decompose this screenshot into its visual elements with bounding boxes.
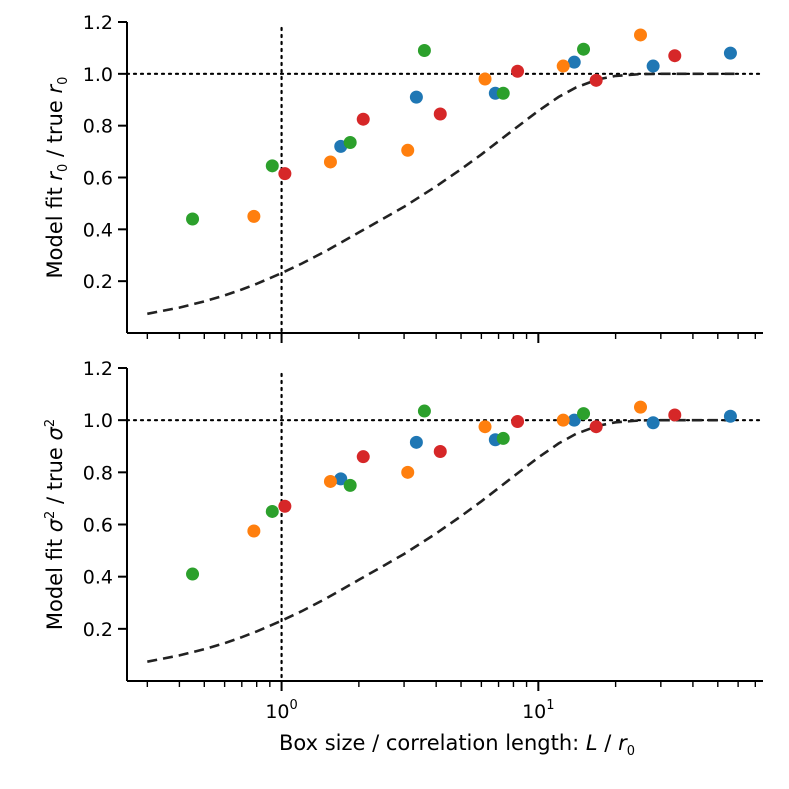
point-blue — [646, 59, 660, 73]
point-orange — [556, 413, 570, 427]
x-axis-label: Box size / correlation length: L / r0 — [279, 731, 635, 759]
point-orange — [247, 209, 261, 223]
point-orange — [323, 474, 337, 488]
sigma2-panel: 0.2 0.4 0.6 0.8 1.0 1.2 Model fit σ2 / true σ2… — [43, 358, 765, 759]
model-curve — [147, 418, 739, 663]
point-red — [356, 112, 370, 126]
point-blue — [723, 46, 737, 60]
point-green — [265, 159, 279, 173]
point-blue — [334, 472, 348, 486]
y-tick-label: 0.6 — [83, 515, 113, 537]
point-red — [668, 408, 682, 422]
point-blue — [567, 55, 581, 69]
point-green — [343, 478, 357, 492]
point-green — [265, 504, 279, 518]
y-tick-label: 0.2 — [83, 271, 113, 293]
point-orange — [556, 59, 570, 73]
r0-panel: 0.2 0.4 0.6 0.8 1.0 1.2 Model fit r0 / true r0 — [43, 12, 765, 343]
point-green — [496, 86, 510, 100]
point-blue — [567, 413, 581, 427]
y-tick-label: 0.2 — [83, 619, 113, 641]
point-red — [589, 420, 603, 434]
point-orange — [633, 28, 647, 42]
point-green — [186, 212, 200, 226]
y-tick-label: 1.2 — [83, 358, 113, 380]
y-tick-label: 1.0 — [83, 64, 113, 86]
point-orange — [401, 465, 415, 479]
point-green — [186, 567, 200, 581]
x-tick-label: 100 — [265, 698, 297, 723]
y-tick-label: 0.4 — [83, 219, 113, 241]
point-orange — [323, 155, 337, 169]
point-orange — [401, 143, 415, 157]
point-blue — [409, 435, 423, 449]
point-red — [433, 444, 447, 458]
y-tick-label: 0.8 — [83, 116, 113, 138]
y-tick-label: 1.0 — [83, 410, 113, 432]
point-red — [278, 167, 292, 181]
x-tick-label: 101 — [522, 698, 554, 723]
point-red — [356, 450, 370, 464]
point-green — [343, 136, 357, 150]
point-red — [589, 73, 603, 87]
y-tick-label: 1.2 — [83, 12, 113, 34]
point-blue — [409, 90, 423, 104]
point-red — [433, 107, 447, 121]
y-tick-label: 0.4 — [83, 567, 113, 589]
point-green — [417, 44, 431, 58]
point-orange — [478, 72, 492, 86]
y-tick-label: 0.6 — [83, 168, 113, 190]
y-tick-label: 0.8 — [83, 462, 113, 484]
point-green — [577, 42, 591, 56]
point-red — [511, 414, 525, 428]
point-green — [496, 431, 510, 445]
point-orange — [478, 420, 492, 434]
point-blue — [646, 416, 660, 430]
point-green — [417, 404, 431, 418]
point-red — [668, 49, 682, 63]
point-blue — [723, 409, 737, 423]
point-orange — [633, 400, 647, 414]
point-orange — [247, 524, 261, 538]
point-green — [577, 407, 591, 421]
point-red — [511, 64, 525, 78]
y-axis-label: Model fit σ2 / true σ2 — [43, 419, 67, 630]
y-axis-label: Model fit r0 / true r0 — [43, 77, 71, 279]
model-curve — [147, 72, 739, 316]
point-red — [278, 499, 292, 513]
